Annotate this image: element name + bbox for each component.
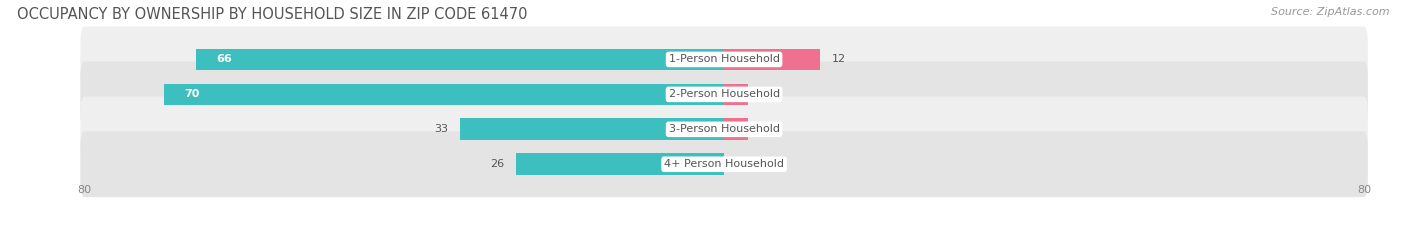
Bar — [724, 84, 748, 105]
Text: 33: 33 — [434, 124, 449, 134]
Bar — [516, 154, 724, 175]
Text: 70: 70 — [184, 89, 200, 99]
FancyBboxPatch shape — [80, 96, 1368, 162]
Text: 3: 3 — [761, 124, 768, 134]
Text: OCCUPANCY BY OWNERSHIP BY HOUSEHOLD SIZE IN ZIP CODE 61470: OCCUPANCY BY OWNERSHIP BY HOUSEHOLD SIZE… — [17, 7, 527, 22]
Text: 4+ Person Household: 4+ Person Household — [664, 159, 785, 169]
FancyBboxPatch shape — [80, 131, 1368, 197]
Text: Source: ZipAtlas.com: Source: ZipAtlas.com — [1271, 7, 1389, 17]
Text: 66: 66 — [217, 55, 232, 64]
Bar — [724, 49, 820, 70]
Bar — [724, 118, 748, 140]
Text: 2-Person Household: 2-Person Household — [668, 89, 780, 99]
Bar — [165, 84, 724, 105]
Text: 0: 0 — [737, 159, 744, 169]
Text: 3: 3 — [761, 89, 768, 99]
Text: 1-Person Household: 1-Person Household — [669, 55, 779, 64]
Text: 12: 12 — [832, 55, 846, 64]
Text: 3-Person Household: 3-Person Household — [669, 124, 779, 134]
Bar — [460, 118, 724, 140]
Bar — [197, 49, 724, 70]
FancyBboxPatch shape — [80, 27, 1368, 92]
Text: 26: 26 — [491, 159, 505, 169]
FancyBboxPatch shape — [80, 62, 1368, 127]
